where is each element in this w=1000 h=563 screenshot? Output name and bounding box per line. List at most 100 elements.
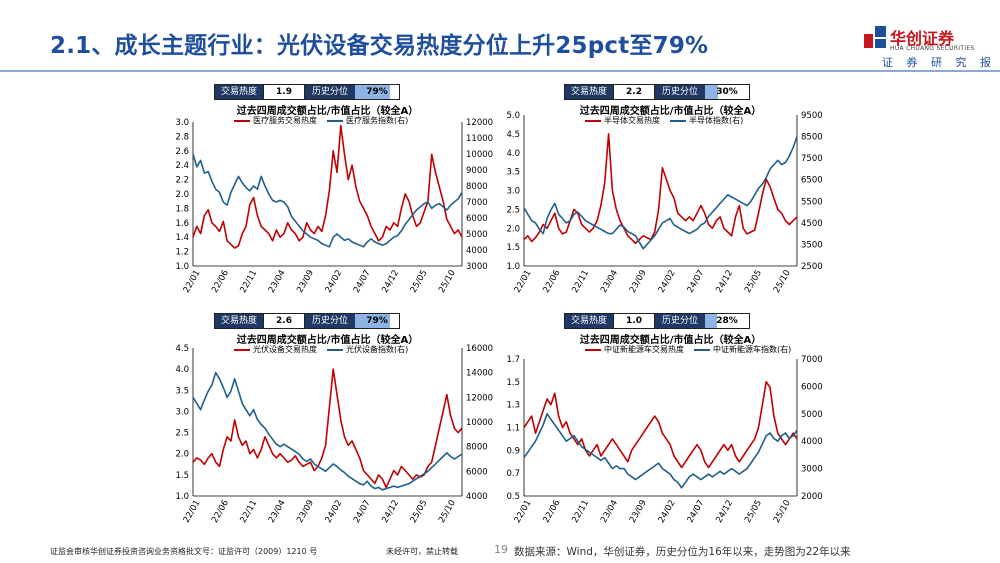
index-series-line	[523, 413, 798, 489]
x-tick-label: 23/09	[628, 269, 649, 295]
percentile-label: 历史分位	[305, 314, 355, 328]
percentile-text: 79%	[366, 316, 388, 326]
right-tick-label: 10000	[466, 150, 493, 160]
left-tick-label: 2.6	[175, 147, 189, 157]
right-tick-label: 7500	[801, 154, 823, 164]
left-tick-label: 1.4	[175, 233, 189, 243]
left-tick-label: 1.2	[175, 248, 189, 258]
percentile-fill-bar	[705, 314, 718, 328]
left-tick-label: 4.0	[506, 149, 520, 159]
left-tick-label: 0.7	[506, 469, 520, 479]
heat-series-line	[192, 368, 463, 489]
percentile-text: 79%	[366, 87, 388, 97]
left-tick-label: 3.0	[175, 407, 189, 417]
heat-series-line	[192, 124, 463, 249]
index-series-line	[192, 153, 463, 248]
x-tick-label: 22/06	[210, 269, 231, 295]
right-tick-label: 6000	[466, 214, 488, 224]
percentile-label: 历史分位	[305, 85, 355, 99]
heat-label: 交易热度	[565, 85, 613, 99]
chart-title: 过去四周成交额占比/市值占比（较全A）	[236, 335, 419, 346]
x-tick-label: 24/07	[686, 499, 707, 525]
left-tick-label: 3.0	[175, 118, 189, 128]
company-logo: 华创证券 HUA CHUANG SECURITIES	[864, 24, 974, 54]
x-tick-label: 25/10	[437, 499, 458, 525]
left-tick-label: 4.0	[175, 365, 189, 375]
x-tick-label: 23/09	[628, 499, 649, 525]
left-tick-label: 3.5	[506, 168, 520, 178]
percentile-fill-bar	[355, 314, 390, 328]
right-tick-label: 10000	[466, 418, 493, 428]
left-tick-label: 2.8	[175, 132, 189, 142]
left-tick-label: 1.1	[506, 424, 520, 434]
left-tick-label: 1.3	[506, 401, 520, 411]
x-tick-label: 24/12	[714, 269, 735, 295]
heat-label: 交易热度	[565, 314, 613, 328]
heat-badge: 交易热度 2.6 历史分位 79%	[214, 313, 400, 329]
data-source-note: 数据来源：Wind，华创证券，历史分位为16年以来，走势图为22年以来	[514, 546, 851, 558]
left-tick-label: 1.0	[506, 262, 520, 272]
right-tick-label: 3500	[801, 240, 823, 250]
left-tick-label: 2.0	[175, 450, 189, 460]
right-tick-label: 8000	[466, 182, 488, 192]
left-tick-label: 1.6	[175, 219, 189, 229]
chart-title: 过去四周成交额占比/市值占比（较全A）	[579, 106, 762, 117]
right-tick-label: 5500	[801, 197, 823, 207]
legend-label: 光伏设备交易热度	[253, 345, 317, 354]
heat-badge: 交易热度 1.0 历史分位 28%	[564, 313, 750, 329]
percentile-fill-bar	[355, 85, 390, 99]
x-tick-label: 24/02	[324, 269, 345, 295]
logo-mark-icon	[864, 26, 886, 48]
chart-legend: 光伏设备交易热度 光伏设备指数(右)	[234, 344, 408, 355]
left-tick-label: 3.0	[506, 187, 520, 197]
right-tick-label: 3000	[466, 262, 488, 272]
x-tick-label: 22/01	[513, 269, 534, 295]
right-tick-label: 8000	[466, 443, 488, 453]
left-tick-label: 1.7	[506, 355, 520, 365]
heat-value: 2.6	[263, 314, 305, 328]
x-tick-label: 24/12	[714, 499, 735, 525]
right-tick-label: 3000	[801, 465, 823, 475]
chart-legend: 半导体交易热度 半导体指数(右)	[585, 115, 743, 126]
x-tick-label: 22/11	[570, 499, 591, 525]
chart-panel-4: 0.5 0.7 0.9 1.1 1.3 1.5 1.7 2000 3000 4000 5000 600…	[490, 313, 835, 538]
percentile-value: 79%	[355, 314, 399, 328]
left-tick-label: 0.5	[506, 492, 520, 502]
x-tick-label: 23/09	[295, 499, 316, 525]
x-tick-label: 22/01	[182, 269, 203, 295]
heat-label: 交易热度	[215, 85, 263, 99]
x-tick-label: 25/10	[437, 269, 458, 295]
legend-label: 光伏设备指数(右)	[346, 345, 409, 354]
percentile-text: 30%	[716, 87, 738, 97]
legend-swatch	[694, 348, 710, 351]
x-tick-label: 25/05	[743, 499, 764, 525]
chart-plot: 1.0 1.2 1.4 1.6 1.8 2.0 2.2 2.4 2.6 2.8 3.0 3000 400…	[175, 118, 493, 295]
left-tick-label: 1.0	[175, 262, 189, 272]
right-tick-label: 11000	[466, 134, 493, 144]
logo-english-text: HUA CHUANG SECURITIES	[890, 45, 975, 52]
chart-title: 过去四周成交额占比/市值占比（较全A）	[579, 335, 762, 346]
copyright-notice: 未经许可，禁止转载	[386, 547, 458, 556]
left-tick-label: 2.5	[175, 429, 189, 439]
x-tick-label: 25/05	[743, 269, 764, 295]
legend-label: 半导体指数(右)	[689, 116, 744, 125]
right-tick-label: 12000	[466, 118, 493, 128]
left-tick-label: 1.5	[506, 378, 520, 388]
x-tick-label: 22/11	[238, 269, 259, 295]
x-tick-label: 22/11	[570, 269, 591, 295]
percentile-label: 历史分位	[655, 314, 705, 328]
heat-value: 2.2	[613, 85, 655, 99]
legend-swatch	[234, 119, 250, 122]
heat-series-line	[523, 381, 798, 469]
x-tick-label: 23/04	[599, 269, 620, 295]
x-tick-label: 25/10	[772, 499, 793, 525]
right-tick-label: 5000	[466, 230, 488, 240]
chart-plot: 0.5 0.7 0.9 1.1 1.3 1.5 1.7 2000 3000 4000 5000 600…	[506, 355, 823, 525]
chart-legend: 中证新能源车交易热度 中证新能源车指数(右)	[585, 344, 791, 355]
right-tick-label: 4000	[466, 246, 488, 256]
right-tick-label: 6000	[466, 467, 488, 477]
chart-title: 过去四周成交额占比/市值占比（较全A）	[236, 106, 419, 117]
chart-legend: 医疗服务交易热度 医疗服务指数(右)	[234, 115, 408, 126]
right-tick-label: 9000	[466, 166, 488, 176]
index-series-line	[192, 371, 463, 491]
